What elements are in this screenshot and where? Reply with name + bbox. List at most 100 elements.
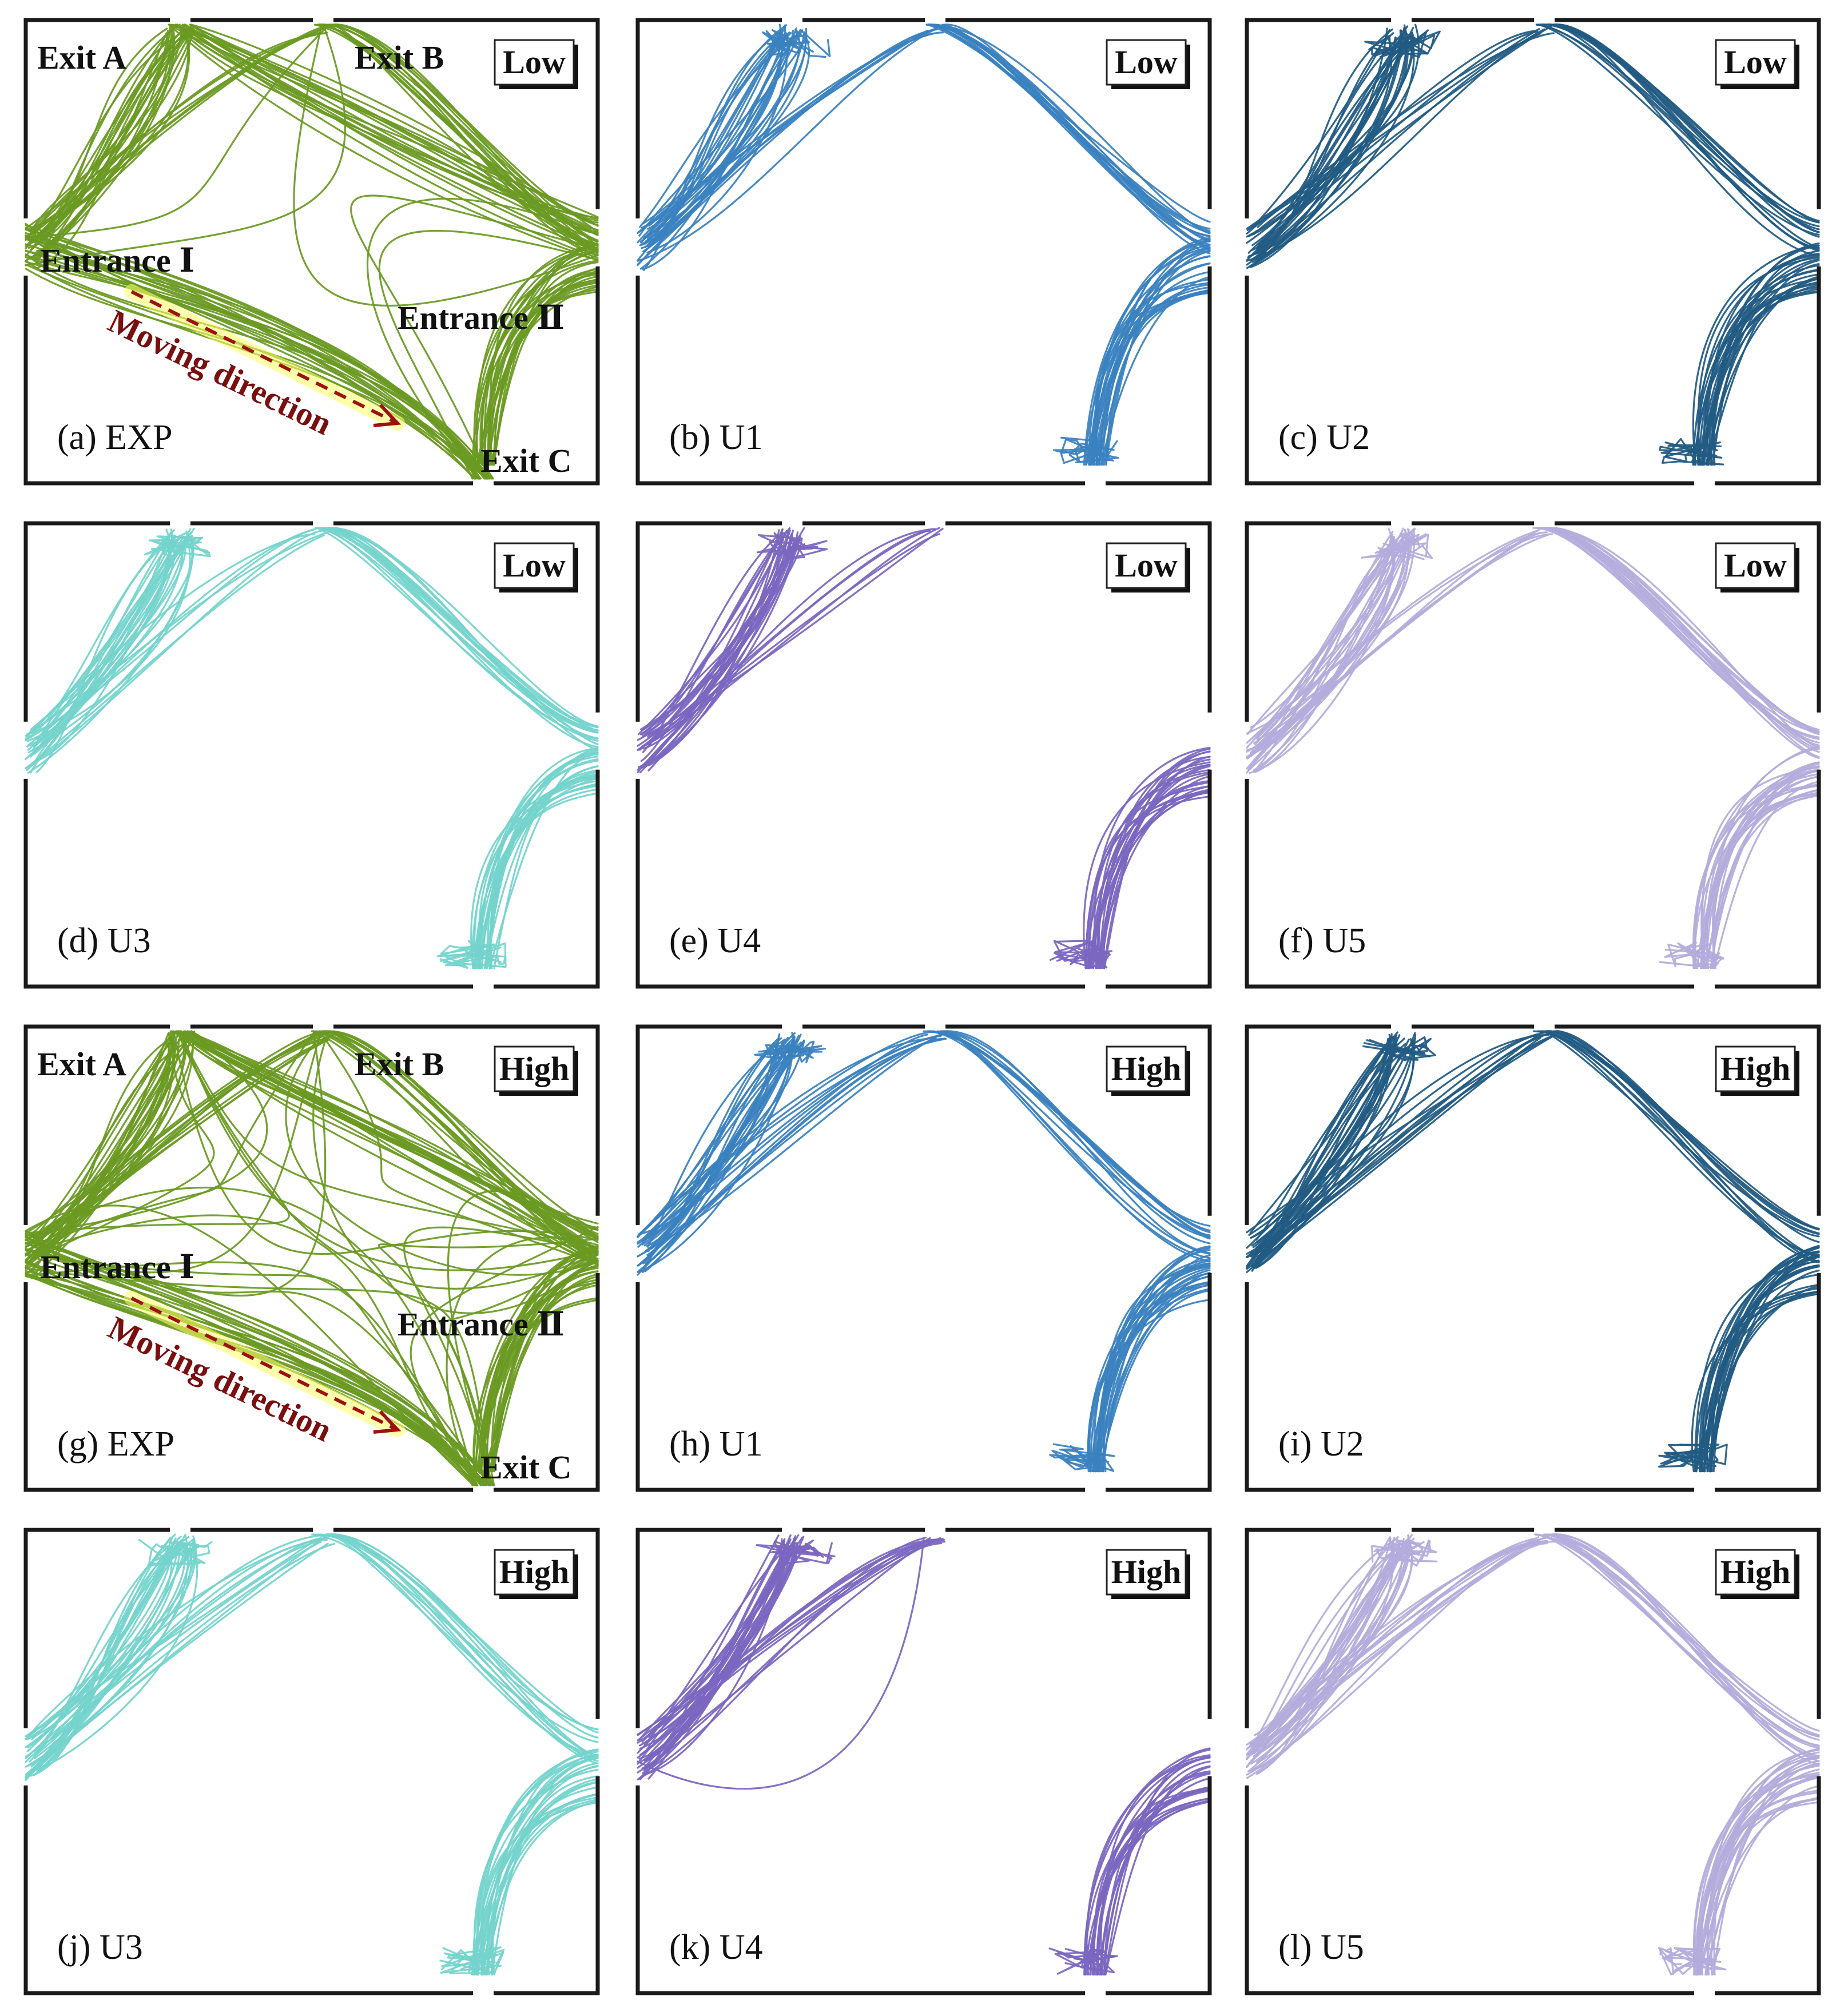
trajectory-line: [1103, 1786, 1211, 1976]
trajectory-line: [646, 33, 789, 254]
trajectory-line: [1712, 769, 1820, 969]
trajectory-line: [1696, 1775, 1820, 1976]
trajectory-line: [484, 1780, 599, 1976]
entrance-1-label: Entrance Ⅰ: [40, 1248, 194, 1286]
trajectory-line: [638, 1036, 789, 1235]
trajectory-line: [639, 24, 786, 246]
trajectory-line: [1540, 527, 1820, 749]
trajectory-line: [326, 1533, 599, 1764]
trajectory-line: [25, 1039, 326, 1263]
density-label: High: [1111, 1050, 1182, 1087]
entrance-2-label: Entrance Ⅱ: [398, 299, 565, 336]
trajectory-line: [642, 530, 791, 766]
trajectory-line: [1697, 256, 1820, 466]
panel-caption: (k) U4: [669, 1928, 763, 1967]
trajectory-line: [1695, 1264, 1820, 1473]
trajectory-line: [637, 28, 936, 262]
trajectory-line: [643, 1544, 790, 1745]
trajectory-line: [1250, 37, 1393, 261]
panel-j: High (j) U3: [23, 1528, 600, 1995]
trajectory-line: [31, 1033, 175, 1235]
trajectory-line: [173, 1030, 599, 1255]
trajectory-line: [637, 528, 944, 741]
trajectory-line: [637, 1538, 944, 1754]
trajectory-tangle: [1679, 1444, 1728, 1465]
trajectory-line: [31, 528, 173, 751]
trajectory-line: [1251, 528, 1407, 754]
trajectory-tangle: [1362, 1043, 1430, 1057]
trajectory-line: [350, 194, 599, 480]
trajectory-tangle: [1375, 1541, 1438, 1562]
trajectory-line: [33, 531, 173, 747]
trajectory-line: [25, 23, 331, 238]
trajectory-line: [1095, 278, 1211, 466]
panel-caption: (i) U2: [1278, 1425, 1364, 1464]
trajectory-line: [25, 1537, 323, 1760]
trajectory-line: [637, 1031, 933, 1238]
trajectory-tangle: [1390, 1540, 1431, 1567]
trajectory-line: [313, 1533, 599, 1731]
trajectory-line: [331, 23, 599, 224]
trajectory-line: [169, 23, 599, 248]
trajectory-line: [1246, 24, 1553, 261]
trajectory-line: [25, 23, 346, 267]
trajectory-line: [1250, 528, 1410, 729]
panel-caption: (g) EXP: [57, 1425, 174, 1464]
trajectory-line: [647, 540, 792, 766]
trajectory-line: [942, 1030, 1211, 1254]
trajectory-tangle: [1054, 940, 1113, 968]
trajectory-line: [490, 1284, 599, 1473]
trajectory-line: [323, 527, 599, 727]
trajectory-tangle: [1368, 34, 1423, 56]
trajectory-tangle: [138, 1538, 198, 1567]
moving-direction-arrowhead: [373, 403, 402, 427]
trajectory-tangle: [443, 942, 507, 968]
trajectory-line: [180, 1030, 599, 1271]
exit-a-label: Exit A: [37, 39, 126, 76]
trajectory-line: [1254, 539, 1393, 746]
trajectory-line: [325, 527, 599, 739]
panel-c: Low (c) U2: [1245, 18, 1821, 486]
trajectory-tangle: [1664, 438, 1707, 465]
trajectory-line: [1092, 249, 1211, 466]
trajectory-line: [1535, 1533, 1820, 1732]
trajectory-line: [637, 1033, 928, 1276]
trajectory-line: [326, 1533, 599, 1757]
trajectory-line: [637, 30, 928, 234]
trajectory-tangle: [769, 1545, 836, 1560]
trajectory-line: [637, 1037, 945, 1273]
trajectory-line: [333, 527, 599, 734]
trajectory-tangle: [793, 1040, 822, 1064]
trajectory-line: [1092, 796, 1211, 969]
trajectory-line: [643, 27, 808, 238]
trajectory-line: [25, 1261, 482, 1486]
trajectory-line: [25, 1252, 487, 1486]
room-wall: [1245, 18, 1821, 486]
trajectory-line: [1700, 784, 1820, 969]
trajectory-tangle: [169, 1541, 213, 1564]
trajectory-line: [1696, 286, 1820, 466]
trajectory-tangle: [150, 539, 211, 558]
trajectory-line: [1095, 255, 1211, 466]
trajectory-line: [637, 530, 788, 735]
trajectory-line: [25, 529, 327, 770]
trajectory-line: [644, 31, 781, 245]
trajectory-line: [35, 1538, 198, 1772]
trajectory-line: [25, 528, 315, 741]
trajectory-line: [1102, 1271, 1211, 1473]
trajectory-line: [637, 1538, 945, 1736]
trajectory-line: [1246, 533, 1553, 749]
trajectory-line: [1703, 1290, 1820, 1473]
moving-direction-arrow: [130, 1297, 399, 1432]
trajectory-line: [190, 1030, 599, 1262]
trajectory-line: [1706, 1269, 1820, 1473]
trajectory-line: [637, 1538, 925, 1790]
panel-g: High Exit A Exit B Entrance Ⅰ Entrance Ⅱ Exit…: [23, 1024, 600, 1492]
trajectory-line: [1699, 1251, 1820, 1473]
trajectory-line: [492, 1757, 599, 1976]
panel-e: Low (e) U4: [635, 521, 1212, 989]
trajectory-line: [1091, 1260, 1211, 1473]
trajectory-line: [1702, 768, 1820, 969]
trajectory-tangle: [1360, 545, 1404, 559]
trajectory-tangle: [156, 532, 210, 554]
